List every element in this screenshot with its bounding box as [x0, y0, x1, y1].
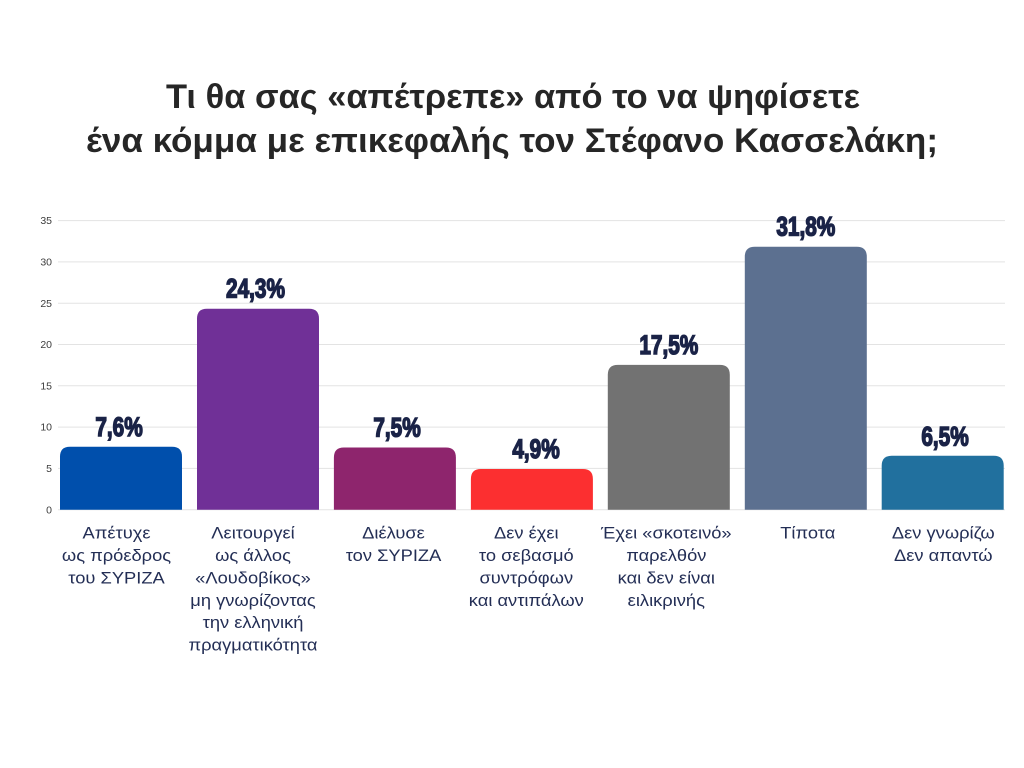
- svg-text:25: 25: [40, 298, 52, 310]
- svg-text:και αντιπάλων: και αντιπάλων: [469, 591, 584, 610]
- svg-text:Δεν γνωρίζω: Δεν γνωρίζω: [892, 523, 995, 542]
- svg-text:30: 30: [40, 257, 52, 269]
- svg-text:7,5%: 7,5%: [373, 413, 420, 443]
- svg-text:31,8%: 31,8%: [776, 212, 835, 242]
- svg-text:τον ΣΥΡΙΖΑ: τον ΣΥΡΙΖΑ: [346, 546, 442, 565]
- svg-text:παρελθόν: παρελθόν: [626, 546, 706, 565]
- svg-text:10: 10: [40, 422, 52, 434]
- svg-text:Απέτυχε: Απέτυχε: [82, 523, 150, 542]
- svg-text:15: 15: [40, 380, 52, 392]
- svg-text:Δεν απαντώ: Δεν απαντώ: [894, 546, 993, 565]
- svg-text:35: 35: [40, 215, 52, 227]
- svg-text:συντρόφων: συντρόφων: [479, 568, 573, 587]
- svg-text:ειλικρινής: ειλικρινής: [628, 591, 705, 610]
- svg-text:Λειτουργεί: Λειτουργεί: [211, 523, 295, 542]
- svg-text:Τι θα σας «απέτρεπε» από το να: Τι θα σας «απέτρεπε» από το να ψηφίσετε: [166, 78, 860, 116]
- svg-text:το σεβασμό: το σεβασμό: [479, 546, 574, 565]
- svg-text:6,5%: 6,5%: [921, 422, 968, 452]
- svg-text:20: 20: [40, 339, 52, 351]
- svg-text:17,5%: 17,5%: [639, 330, 698, 360]
- svg-text:4,9%: 4,9%: [512, 434, 559, 464]
- svg-text:Διέλυσε: Διέλυσε: [362, 523, 425, 542]
- svg-text:Έχει «σκοτεινό»: Έχει «σκοτεινό»: [600, 523, 732, 542]
- svg-text:και δεν είναι: και δεν είναι: [618, 568, 715, 587]
- svg-text:Δεν έχει: Δεν έχει: [494, 523, 559, 542]
- svg-text:«Λουδοβίκος»: «Λουδοβίκος»: [195, 568, 311, 587]
- svg-text:5: 5: [46, 463, 52, 475]
- svg-text:ως άλλος: ως άλλος: [215, 546, 291, 565]
- svg-text:πραγματικότητα: πραγματικότητα: [188, 635, 317, 654]
- svg-text:24,3%: 24,3%: [226, 274, 285, 304]
- svg-text:την ελληνική: την ελληνική: [203, 613, 304, 632]
- svg-text:Τίποτα: Τίποτα: [780, 523, 835, 542]
- svg-text:ως πρόεδρος: ως πρόεδρος: [62, 546, 171, 565]
- svg-text:ένα κόμμα με επικεφαλής τον Στ: ένα κόμμα με επικεφαλής τον Στέφανο Κασσ…: [86, 122, 938, 160]
- svg-text:μη γνωρίζοντας: μη γνωρίζοντας: [190, 591, 315, 610]
- svg-text:του ΣΥΡΙΖΑ: του ΣΥΡΙΖΑ: [68, 568, 165, 587]
- svg-text:0: 0: [46, 504, 52, 516]
- svg-text:7,6%: 7,6%: [95, 412, 142, 442]
